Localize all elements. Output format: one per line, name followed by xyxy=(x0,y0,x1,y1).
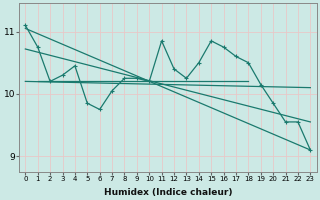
X-axis label: Humidex (Indice chaleur): Humidex (Indice chaleur) xyxy=(104,188,232,197)
